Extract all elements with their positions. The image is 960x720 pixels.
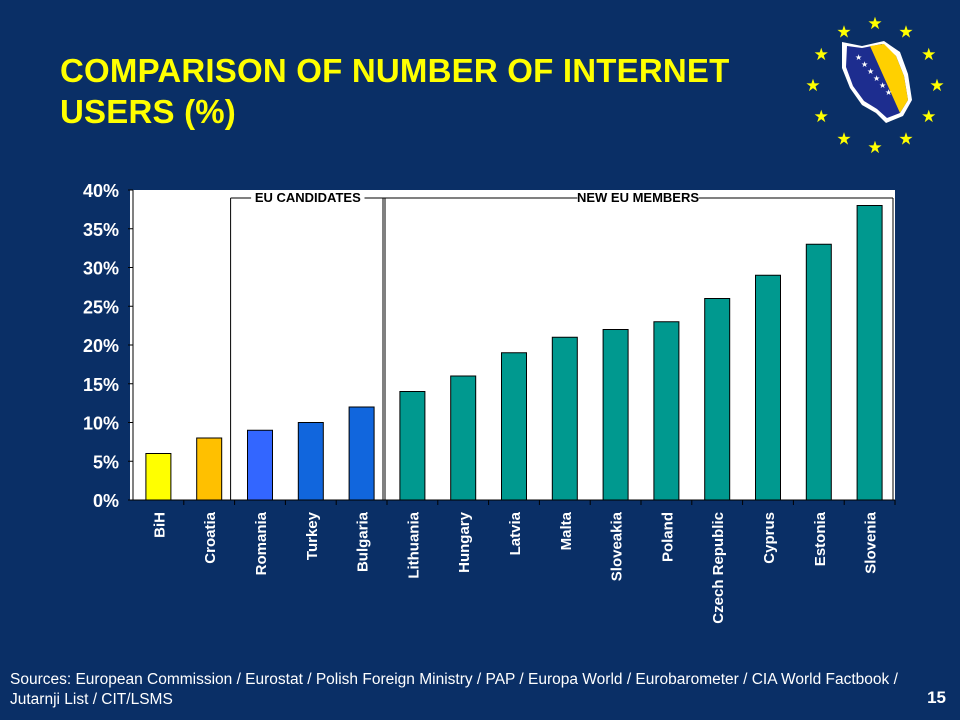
y-tick-label: 25% (83, 297, 119, 317)
y-tick-label: 40% (83, 181, 119, 201)
y-tick-label: 30% (83, 259, 119, 279)
bar-romania (247, 429, 273, 501)
bar-croatia (196, 437, 223, 501)
group-label: NEW EU MEMBERS (577, 190, 699, 205)
x-category-label: Cyprus (761, 512, 778, 564)
x-category-label: Poland (659, 512, 676, 562)
bar-lithuania (399, 391, 426, 501)
bar-latvia (501, 352, 527, 501)
svg-text:★: ★ (855, 53, 862, 62)
svg-text:★: ★ (814, 45, 829, 65)
x-category-label: Romania (253, 511, 270, 575)
svg-text:★: ★ (836, 130, 851, 150)
x-category-label: Slovenia (863, 511, 880, 573)
page-number: 15 (927, 688, 946, 707)
bar-malta (551, 336, 578, 501)
svg-text:★: ★ (867, 67, 874, 76)
page-title: COMPARISON OF NUMBER OF INTERNET USERS (… (60, 52, 730, 130)
bar-sloveakia (602, 329, 629, 501)
x-category-label: Hungary (456, 511, 473, 573)
bar-estonia (805, 243, 832, 501)
svg-text:★: ★ (867, 14, 882, 34)
y-tick-label: 5% (93, 452, 119, 472)
x-category-label: BiH (151, 512, 168, 538)
x-category-label: Turkey (304, 511, 321, 560)
svg-text:★: ★ (921, 45, 936, 65)
x-category-label: Lithuania (405, 511, 422, 578)
svg-text:★: ★ (898, 130, 913, 150)
y-tick-label: 10% (83, 414, 119, 434)
bar-poland (653, 321, 680, 501)
bar-cyprus (755, 274, 781, 501)
svg-text:★: ★ (814, 107, 829, 127)
y-tick-label: 35% (83, 220, 119, 240)
bar-slovenia (856, 205, 883, 501)
x-category-label: Estonia (812, 511, 829, 566)
sources-note: Sources: European Commission / Eurostat … (10, 671, 898, 708)
x-category-label: Sloveakia (609, 511, 626, 581)
svg-text:★: ★ (898, 22, 913, 42)
bar-turkey (297, 422, 324, 501)
bosnia-map-eu-stars-icon: ★ ★★★★★★★★★★★ ★★★ ★★★ (805, 14, 944, 158)
svg-text:★: ★ (873, 74, 880, 83)
svg-text:★: ★ (805, 76, 820, 96)
svg-text:★: ★ (836, 22, 851, 42)
y-tick-label: 15% (83, 375, 119, 395)
svg-text:★: ★ (867, 138, 882, 158)
x-category-label: Czech Republic (710, 512, 727, 624)
svg-text:★: ★ (879, 81, 886, 90)
svg-text:★: ★ (861, 60, 868, 69)
bar-czech-republic (704, 298, 731, 501)
x-category-label: Malta (558, 511, 575, 550)
bar-bih (145, 453, 172, 501)
bar-bulgaria (348, 406, 375, 501)
y-tick-label: 0% (93, 491, 119, 511)
svg-text:★: ★ (929, 76, 944, 96)
x-category-label: Latvia (507, 511, 524, 555)
y-tick-label: 20% (83, 336, 119, 356)
x-category-label: Croatia (202, 511, 219, 563)
bar-hungary (450, 375, 477, 501)
svg-text:★: ★ (885, 88, 892, 97)
group-label: EU CANDIDATES (255, 190, 361, 205)
svg-text:★: ★ (921, 107, 936, 127)
x-category-label: Bulgaria (355, 511, 372, 572)
